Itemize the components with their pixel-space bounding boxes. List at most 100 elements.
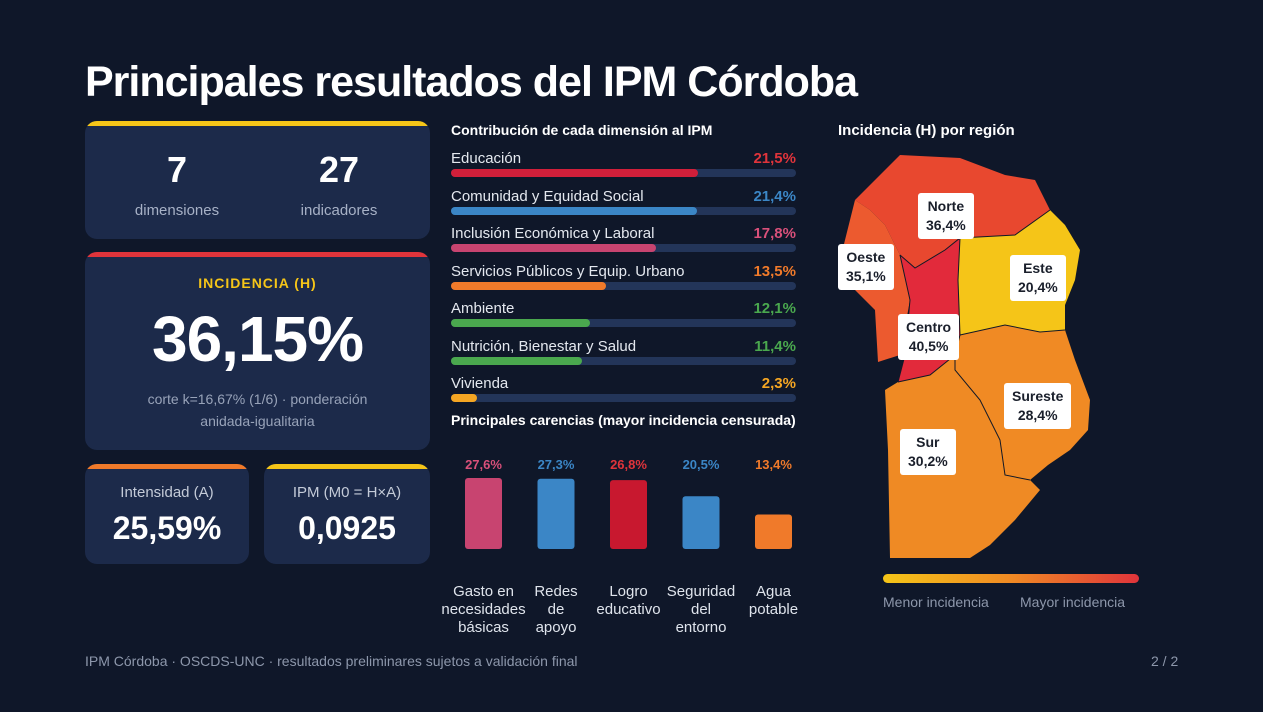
map-title: Incidencia (H) por región	[838, 122, 1015, 139]
dimension-label: Educación	[451, 150, 522, 167]
dimension-bar-track	[451, 206, 796, 215]
dimension-value-label: 13,5%	[753, 262, 796, 280]
dimension-bar-track	[451, 169, 796, 177]
region-value: 40,5%	[908, 338, 949, 354]
map-legend-low: Menor incidencia	[883, 594, 989, 610]
incidencia-note-line2: anidada-igualitaria	[200, 413, 315, 429]
map-label-centro: Centro 40,5%	[898, 314, 960, 360]
map-label-sur: Sur 30,2%	[900, 429, 956, 475]
dimension-value-label: 17,8%	[753, 225, 796, 242]
carencia-category-line: básicas	[458, 619, 509, 636]
dimension-value-label: 21,5%	[753, 150, 796, 167]
map-label-norte: Norte 36,4%	[918, 193, 974, 239]
ipm-label: IPM (M0 = H×A)	[292, 484, 402, 501]
indicadores-value: 27	[318, 149, 360, 190]
carencia-category-label: Gasto en necesidades básicas	[441, 583, 525, 636]
incidencia-note-line1: corte k=16,67% (1/6) · ponderación	[147, 391, 368, 407]
dimension-label: Vivienda	[451, 375, 509, 392]
carencia-category-line: Logro	[609, 583, 647, 600]
page-number: 2 / 2	[1151, 653, 1179, 669]
carencia-category-line: Redes	[534, 583, 577, 600]
dimensiones-value: 7	[166, 149, 188, 190]
intensidad-value: 25,59%	[112, 510, 222, 546]
region-name: Sureste	[1012, 388, 1064, 404]
dimension-chart-title: Contribución de cada dimensión al IPM	[451, 122, 713, 138]
dimension-row: Vivienda 2,3%	[451, 375, 796, 405]
carencia-category-line: apoyo	[536, 619, 577, 636]
dimension-bar	[451, 356, 583, 365]
dimension-row: Nutrición, Bienestar y Salud 11,4%	[451, 338, 796, 368]
dimension-row: Servicios Públicos y Equip. Urbano 13,5%	[451, 263, 796, 293]
dimension-label: Inclusión Económica y Laboral	[451, 225, 655, 242]
map-border-line	[899, 209, 1051, 269]
region-name: Norte	[927, 198, 965, 214]
carencia-bar	[755, 514, 792, 549]
indicadores-label: indicadores	[300, 202, 378, 219]
ipm-value: 0,0925	[298, 510, 396, 546]
stats-card: 7 dimensiones 27 indicadores	[85, 121, 430, 239]
region-name: Sur	[916, 434, 940, 450]
dimension-value-label: 21,4%	[753, 187, 796, 205]
dimension-row: Educación 21,5%	[451, 150, 796, 180]
dimension-value-label: 2,3%	[761, 375, 796, 392]
map-region-sur	[885, 355, 1040, 558]
carencia-value-label: 13,4%	[755, 457, 792, 472]
dimension-bar	[451, 394, 478, 402]
region-value: 28,4%	[1017, 407, 1058, 423]
region-name: Centro	[906, 319, 952, 335]
card-accent-bar	[85, 464, 249, 469]
carencia-category-line: Seguridad	[667, 583, 735, 600]
map-legend-gradient	[883, 574, 1139, 583]
dimension-bar	[451, 169, 699, 177]
dimension-label: Ambiente	[451, 300, 515, 317]
carencia-category-line: entorno	[676, 619, 727, 636]
dimension-bar	[451, 244, 656, 252]
carencia-category-line: educativo	[596, 601, 660, 618]
map-legend-high: Mayor incidencia	[1020, 594, 1126, 610]
dimension-bar	[451, 206, 698, 215]
carencias-bar-chart: 27,6% Gasto en necesidades básicas 27,3% Rede…	[441, 457, 798, 636]
card-accent-bar	[85, 252, 430, 257]
dimensiones-label: dimensiones	[134, 202, 220, 219]
carencia-value-label: 27,3%	[538, 457, 575, 472]
carencia-category-line: necesidades	[441, 601, 525, 618]
page-title: Principales resultados del IPM Córdoba	[85, 58, 858, 106]
incidencia-card: INCIDENCIA (H) 36,15% corte k=16,67% (1/…	[85, 252, 430, 450]
dimension-bar-track	[451, 356, 796, 365]
intensidad-card: Intensidad (A) 25,59%	[85, 464, 249, 564]
carencia-bar	[682, 496, 720, 549]
dimension-bar-track	[451, 319, 796, 327]
map-label-oeste: Oeste 35,1%	[838, 244, 894, 290]
map-label-este: Este 20,4%	[1010, 255, 1066, 301]
carencia-value-label: 27,6%	[465, 457, 502, 472]
dimension-bar	[451, 319, 591, 327]
carencia-category-line: potable	[749, 601, 798, 618]
region-value: 20,4%	[1018, 279, 1058, 295]
carencia-category-label: Agua potable	[749, 583, 798, 618]
carencia-category-line: Gasto en	[453, 583, 514, 600]
incidencia-note: corte k=16,67% (1/6) · ponderación anida…	[105, 388, 410, 432]
dimension-value-label: 12,1%	[753, 300, 796, 317]
dimension-row: Comunidad y Equidad Social 21,4%	[451, 188, 796, 218]
region-value: 30,2%	[908, 453, 948, 469]
map-label-sureste: Sureste 28,4%	[1004, 383, 1072, 429]
dimension-row: Inclusión Económica y Laboral 17,8%	[451, 225, 796, 255]
dimension-label: Nutrición, Bienestar y Salud	[451, 337, 637, 355]
carencia-category-line: Agua	[756, 583, 792, 600]
dimension-bar-track	[451, 394, 796, 402]
incidencia-value: 36,15%	[151, 303, 364, 375]
region-value: 35,1%	[846, 268, 886, 284]
incidencia-label: INCIDENCIA (H)	[198, 275, 317, 291]
card-accent-bar	[264, 464, 430, 469]
carencia-category-line: de	[548, 601, 565, 618]
dimension-label: Servicios Públicos y Equip. Urbano	[451, 262, 685, 280]
carencia-category-line: del	[691, 601, 711, 618]
carencia-category-label: Logro educativo	[596, 583, 660, 618]
region-name: Oeste	[846, 249, 886, 265]
carencia-bar	[465, 478, 502, 549]
dimension-bar-track	[451, 281, 796, 290]
card-accent-bar	[85, 121, 430, 126]
map-border-line	[954, 355, 1031, 481]
footer-note: IPM Córdoba · OSCDS-UNC · resultados pre…	[85, 653, 578, 669]
carencia-category-label: Redes de apoyo	[534, 583, 577, 636]
